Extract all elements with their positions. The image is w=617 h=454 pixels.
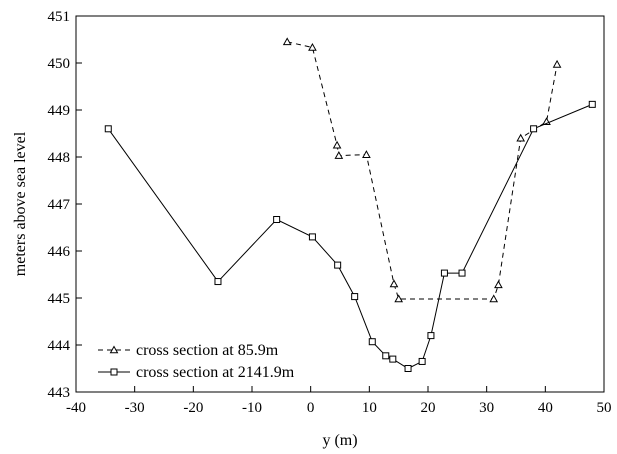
data-point: [494, 280, 503, 289]
data-point: [282, 37, 292, 46]
data-point: [382, 352, 390, 360]
series-line: [287, 41, 558, 300]
y-tick-label: 451: [48, 9, 71, 25]
legend-marker: [109, 345, 119, 354]
y-tick-label: 445: [48, 291, 71, 307]
y-tick-label: 446: [48, 244, 71, 260]
y-tick-label: 450: [48, 56, 71, 72]
x-tick-label: -40: [66, 400, 86, 416]
y-axis: 443 444 445 446 447 448 449 450 451: [48, 9, 82, 401]
data-point: [368, 338, 376, 346]
series-2: [104, 100, 596, 372]
y-tick-label: 449: [48, 103, 71, 119]
x-axis-title: y (m): [322, 432, 357, 449]
data-point: [530, 125, 538, 133]
legend: cross section at 85.9m cross section at 2…: [98, 342, 295, 381]
data-point: [427, 332, 435, 340]
y-axis-title: meters above sea level: [12, 131, 29, 276]
data-point: [389, 279, 399, 288]
data-point: [362, 150, 371, 158]
x-tick-label: 0: [307, 400, 315, 416]
data-point: [214, 278, 222, 286]
x-tick-label: -20: [183, 400, 203, 416]
data-point: [394, 294, 404, 303]
data-point: [308, 42, 317, 51]
x-axis: -40 -30 -20 -10 0 10 20 30 40 50: [66, 386, 612, 416]
data-point: [458, 269, 466, 277]
data-point: [552, 59, 562, 68]
legend-item: cross section at 85.9m: [98, 342, 279, 359]
y-tick-label: 447: [48, 197, 71, 213]
x-tick-label: 40: [538, 400, 553, 416]
x-tick-label: 10: [362, 400, 377, 416]
data-point: [334, 151, 344, 159]
data-point: [273, 216, 281, 224]
plot-area: [75, 15, 605, 393]
legend-label: cross section at 2141.9m: [136, 364, 295, 381]
data-point: [440, 269, 448, 277]
y-tick-label: 444: [48, 338, 71, 354]
data-point: [389, 355, 397, 363]
legend-item: cross section at 2141.9m: [98, 364, 295, 381]
series-layer: [104, 37, 596, 372]
x-tick-label: 20: [421, 400, 436, 416]
x-tick-label: -30: [125, 400, 145, 416]
x-tick-label: 30: [479, 400, 494, 416]
data-point: [588, 100, 596, 108]
series-line: [107, 103, 593, 370]
series-1: [282, 37, 562, 303]
data-point: [351, 293, 359, 301]
y-tick-label: 448: [48, 150, 71, 166]
legend-label: cross section at 85.9m: [136, 342, 279, 359]
data-point: [418, 357, 426, 365]
data-point: [489, 294, 499, 303]
legend-marker: [110, 368, 118, 376]
data-point: [516, 133, 526, 142]
data-point: [334, 261, 342, 269]
data-point: [104, 125, 112, 133]
y-tick-label: 443: [48, 385, 71, 401]
x-tick-label: 50: [597, 400, 612, 416]
x-tick-label: -10: [242, 400, 262, 416]
data-point: [332, 140, 342, 149]
data-point: [404, 365, 412, 372]
data-point: [308, 233, 316, 241]
